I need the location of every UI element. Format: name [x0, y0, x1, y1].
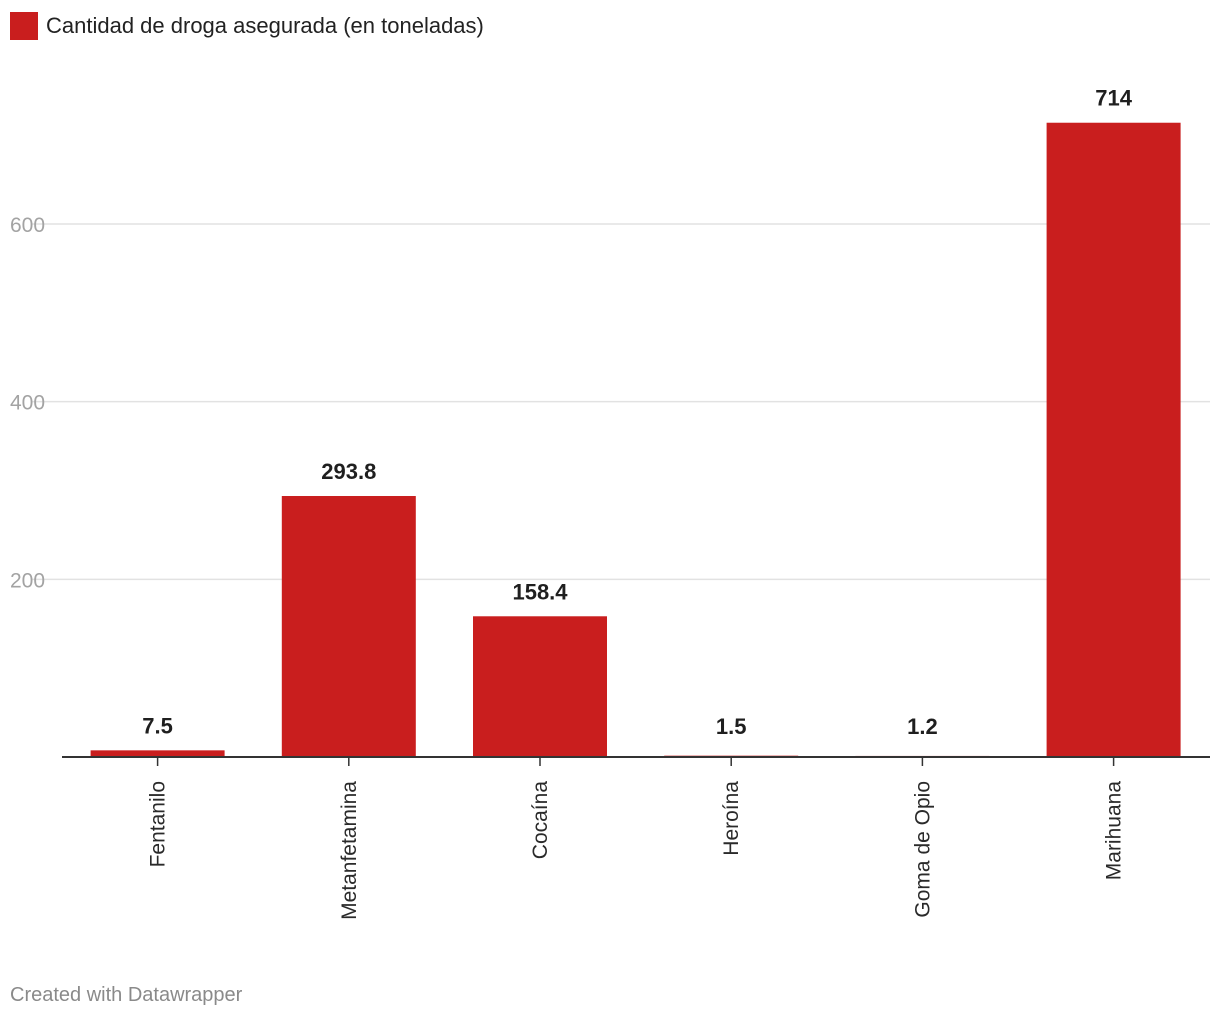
- y-tick-label: 600: [10, 214, 45, 237]
- legend-label: Cantidad de droga asegurada (en tonelada…: [46, 13, 484, 38]
- x-tick-label: Fentanilo: [147, 781, 170, 867]
- data-label: 158.4: [512, 579, 568, 604]
- x-axis-labels: Fentanilo Metanfetamina Cocaína Heroína Goma…: [147, 781, 1126, 920]
- x-tick-label: Metanfetamina: [338, 781, 361, 920]
- bars: [90, 122, 1181, 758]
- data-label: 1.5: [716, 714, 747, 739]
- data-labels: 7.5 293.8 158.4 1.5 1.2 714: [142, 86, 1132, 739]
- data-label: 293.8: [321, 459, 376, 484]
- y-tick-label: 200: [10, 569, 45, 592]
- x-tick-label: Heroína: [720, 781, 743, 856]
- credit-text: Created with Datawrapper: [10, 984, 243, 1006]
- x-tick-label: Marihuana: [1103, 781, 1126, 881]
- x-axis-ticks: [156, 757, 1115, 766]
- legend-swatch: [10, 12, 38, 40]
- bar: [281, 496, 416, 757]
- data-label: 714: [1095, 86, 1132, 111]
- chart-legend: Cantidad de droga asegurada (en tonelada…: [10, 12, 484, 40]
- bar: [90, 750, 225, 757]
- bar-chart: 200 400 600 7.5 293.8 158.4 1.5 1.2 714 Fentani…: [10, 86, 1210, 920]
- data-label: 1.2: [907, 714, 938, 739]
- x-tick-label: Cocaína: [529, 781, 552, 860]
- data-label: 7.5: [142, 713, 173, 738]
- bar: [473, 616, 607, 757]
- x-tick-label: Goma de Opio: [911, 781, 934, 918]
- gridlines: [31, 223, 1210, 581]
- y-axis-ticks: 200 400 600: [10, 214, 45, 592]
- y-tick-label: 400: [10, 392, 45, 415]
- bar: [1046, 122, 1181, 758]
